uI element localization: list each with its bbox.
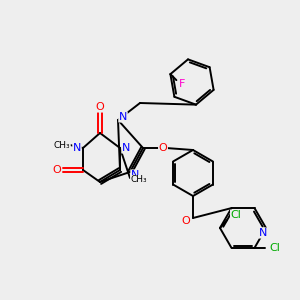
Text: O: O bbox=[159, 143, 167, 153]
Text: N: N bbox=[119, 112, 127, 122]
Text: CH₃: CH₃ bbox=[131, 176, 147, 184]
Text: N: N bbox=[122, 143, 130, 153]
Text: CH₃: CH₃ bbox=[54, 140, 70, 149]
Text: F: F bbox=[179, 79, 186, 89]
Text: O: O bbox=[182, 216, 190, 226]
Text: O: O bbox=[52, 165, 62, 175]
Text: Cl: Cl bbox=[231, 210, 242, 220]
Text: N: N bbox=[259, 228, 267, 238]
Text: O: O bbox=[96, 102, 104, 112]
Text: N: N bbox=[73, 143, 81, 153]
Text: N: N bbox=[131, 170, 139, 180]
Text: Cl: Cl bbox=[269, 243, 280, 253]
